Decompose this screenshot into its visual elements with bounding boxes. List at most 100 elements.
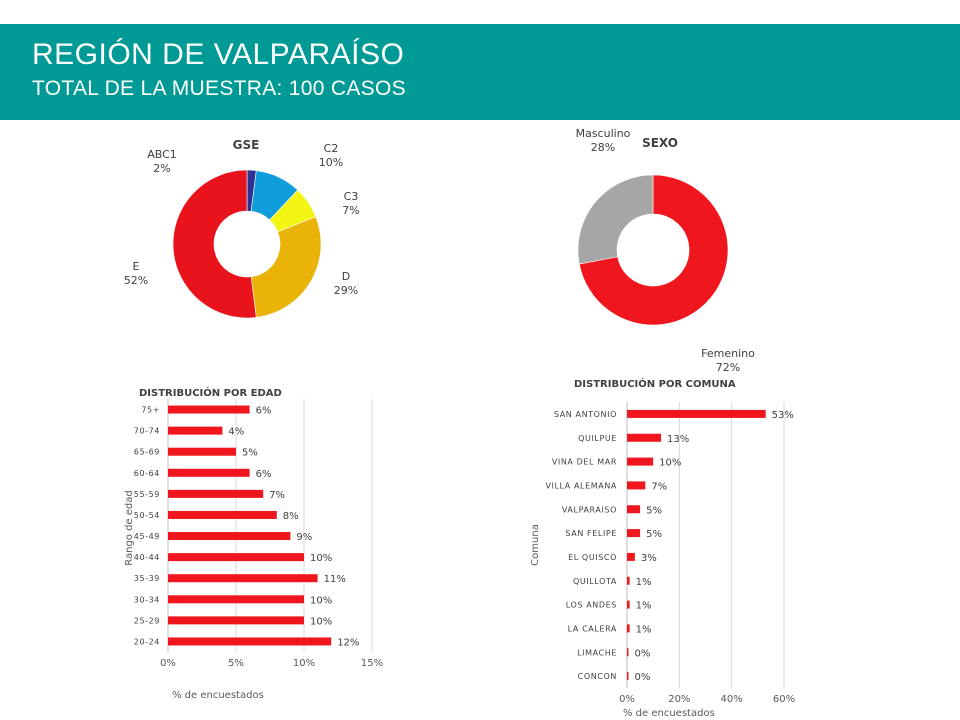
pie-slice-gse-4	[172, 169, 257, 319]
slice-value-gse-4: 52%	[124, 274, 148, 287]
x-tick-edad-3: 15%	[361, 658, 383, 669]
slice-value-gse-3: 29%	[334, 284, 358, 297]
bar-comuna-3	[627, 481, 646, 490]
bar-comuna-6	[627, 552, 635, 561]
data-label-comuna-9: 1%	[636, 624, 652, 635]
data-label-edad-5: 8%	[283, 511, 299, 522]
pie-slice-gse-3	[250, 216, 322, 318]
slice-label-gse-1: C2	[324, 142, 339, 155]
x-tick-edad-2: 10%	[293, 658, 315, 669]
x-tick-comuna-3: 60%	[773, 694, 795, 705]
bar-comuna-4	[627, 505, 641, 514]
bar-comuna-9	[627, 624, 630, 633]
data-label-comuna-6: 3%	[641, 553, 657, 564]
bar-edad-5	[168, 510, 277, 519]
category-label-edad-3: 60-64	[134, 469, 160, 478]
category-label-edad-2: 65-69	[134, 448, 160, 457]
category-label-edad-9: 30-34	[134, 595, 160, 604]
data-label-edad-2: 5%	[242, 448, 258, 459]
category-label-edad-1: 70-74	[134, 427, 160, 436]
slice-label-sexo-0: Femenino	[701, 347, 755, 360]
data-label-edad-7: 10%	[310, 553, 332, 564]
x-tick-comuna-1: 20%	[668, 694, 690, 705]
chart-title-edad: DISTRIBUCIÓN POR EDAD	[139, 386, 282, 399]
slice-label-gse-3: D	[342, 270, 350, 283]
category-label-comuna-11: CONCON	[578, 672, 617, 681]
x-axis-label-edad: % de encuestados	[172, 690, 264, 701]
category-label-comuna-5: SAN FELIPE	[565, 529, 617, 538]
bar-comuna-11	[627, 672, 629, 681]
category-label-comuna-7: QUILLOTA	[573, 577, 617, 586]
page-title: REGIÓN DE VALPARAÍSO	[32, 38, 405, 71]
data-label-comuna-5: 5%	[646, 529, 662, 540]
category-label-comuna-10: LIMACHE	[577, 648, 617, 657]
data-label-edad-0: 6%	[256, 406, 272, 417]
bar-edad-2	[168, 447, 236, 456]
data-label-edad-10: 10%	[310, 616, 332, 627]
data-label-comuna-10: 0%	[635, 648, 651, 659]
bar-comuna-8	[627, 600, 630, 609]
pie-slice-sexo-1	[577, 174, 654, 265]
data-label-comuna-4: 5%	[646, 505, 662, 516]
data-label-comuna-11: 0%	[635, 672, 651, 683]
slice-label-gse-0: ABC1	[147, 148, 177, 161]
y-axis-label-edad: Rango de edad	[124, 490, 135, 566]
category-label-comuna-1: QUILPUE	[578, 434, 617, 443]
slice-value-sexo-1: 28%	[591, 141, 615, 154]
bar-comuna-5	[627, 529, 641, 538]
category-label-edad-0: 75+	[141, 406, 160, 415]
chart-title-sexo: SEXO	[642, 136, 678, 150]
category-label-edad-5: 50-54	[134, 511, 160, 520]
x-tick-edad-1: 5%	[228, 658, 244, 669]
category-label-comuna-9: LA CALERA	[568, 624, 617, 633]
category-label-edad-8: 35-39	[134, 574, 160, 583]
slice-value-gse-2: 7%	[342, 204, 359, 217]
chart-title-comuna: DISTRIBUCIÓN POR COMUNA	[574, 377, 736, 390]
slice-value-gse-0: 2%	[153, 162, 170, 175]
slice-value-gse-1: 10%	[319, 156, 343, 169]
category-label-edad-4: 55-59	[134, 490, 160, 499]
category-label-edad-7: 40-44	[134, 553, 160, 562]
data-label-edad-1: 4%	[228, 427, 244, 438]
bar-comuna-2	[627, 457, 654, 466]
bar-edad-10	[168, 616, 304, 625]
bar-edad-11	[168, 637, 332, 646]
data-label-edad-9: 10%	[310, 595, 332, 606]
data-label-comuna-8: 1%	[636, 601, 652, 612]
bar-comuna-1	[627, 433, 662, 442]
data-label-edad-3: 6%	[256, 469, 272, 480]
bar-edad-0	[168, 405, 250, 414]
category-label-comuna-2: VINA DEL MAR	[552, 458, 617, 467]
y-axis-label-comuna: Comuna	[530, 524, 541, 566]
bar-comuna-10	[627, 648, 629, 657]
x-tick-edad-0: 0%	[160, 658, 176, 669]
slice-label-sexo-1: Masculino	[576, 127, 631, 140]
category-label-edad-10: 25-29	[134, 616, 160, 625]
category-label-edad-6: 45-49	[134, 532, 160, 541]
data-label-edad-11: 12%	[337, 637, 359, 648]
data-label-comuna-3: 7%	[651, 481, 667, 492]
chart-title-gse: GSE	[233, 138, 260, 152]
bar-edad-9	[168, 595, 304, 604]
x-tick-comuna-2: 40%	[721, 694, 743, 705]
category-label-comuna-8: LOS ANDES	[566, 601, 617, 610]
data-label-edad-8: 11%	[324, 574, 346, 585]
slice-value-sexo-0: 72%	[716, 361, 740, 374]
bar-edad-6	[168, 532, 291, 541]
header-banner: REGIÓN DE VALPARAÍSO TOTAL DE LA MUESTRA…	[0, 24, 960, 120]
page-subtitle: TOTAL DE LA MUESTRA: 100 CASOS	[32, 77, 406, 100]
bar-edad-1	[168, 426, 223, 435]
slice-label-gse-2: C3	[344, 190, 359, 203]
category-label-comuna-0: SAN ANTONIO	[554, 410, 617, 419]
category-label-comuna-6: EL QUISCO	[568, 553, 617, 562]
x-tick-comuna-0: 0%	[619, 694, 635, 705]
category-label-edad-11: 20-24	[134, 637, 160, 646]
category-label-comuna-3: VILLA ALEMANA	[545, 481, 617, 490]
bar-edad-7	[168, 553, 304, 562]
data-label-edad-6: 9%	[296, 532, 312, 543]
x-axis-label-comuna: % de encuestados	[623, 708, 715, 719]
data-label-comuna-1: 13%	[667, 434, 689, 445]
data-label-comuna-7: 1%	[636, 577, 652, 588]
bar-comuna-7	[627, 576, 630, 585]
